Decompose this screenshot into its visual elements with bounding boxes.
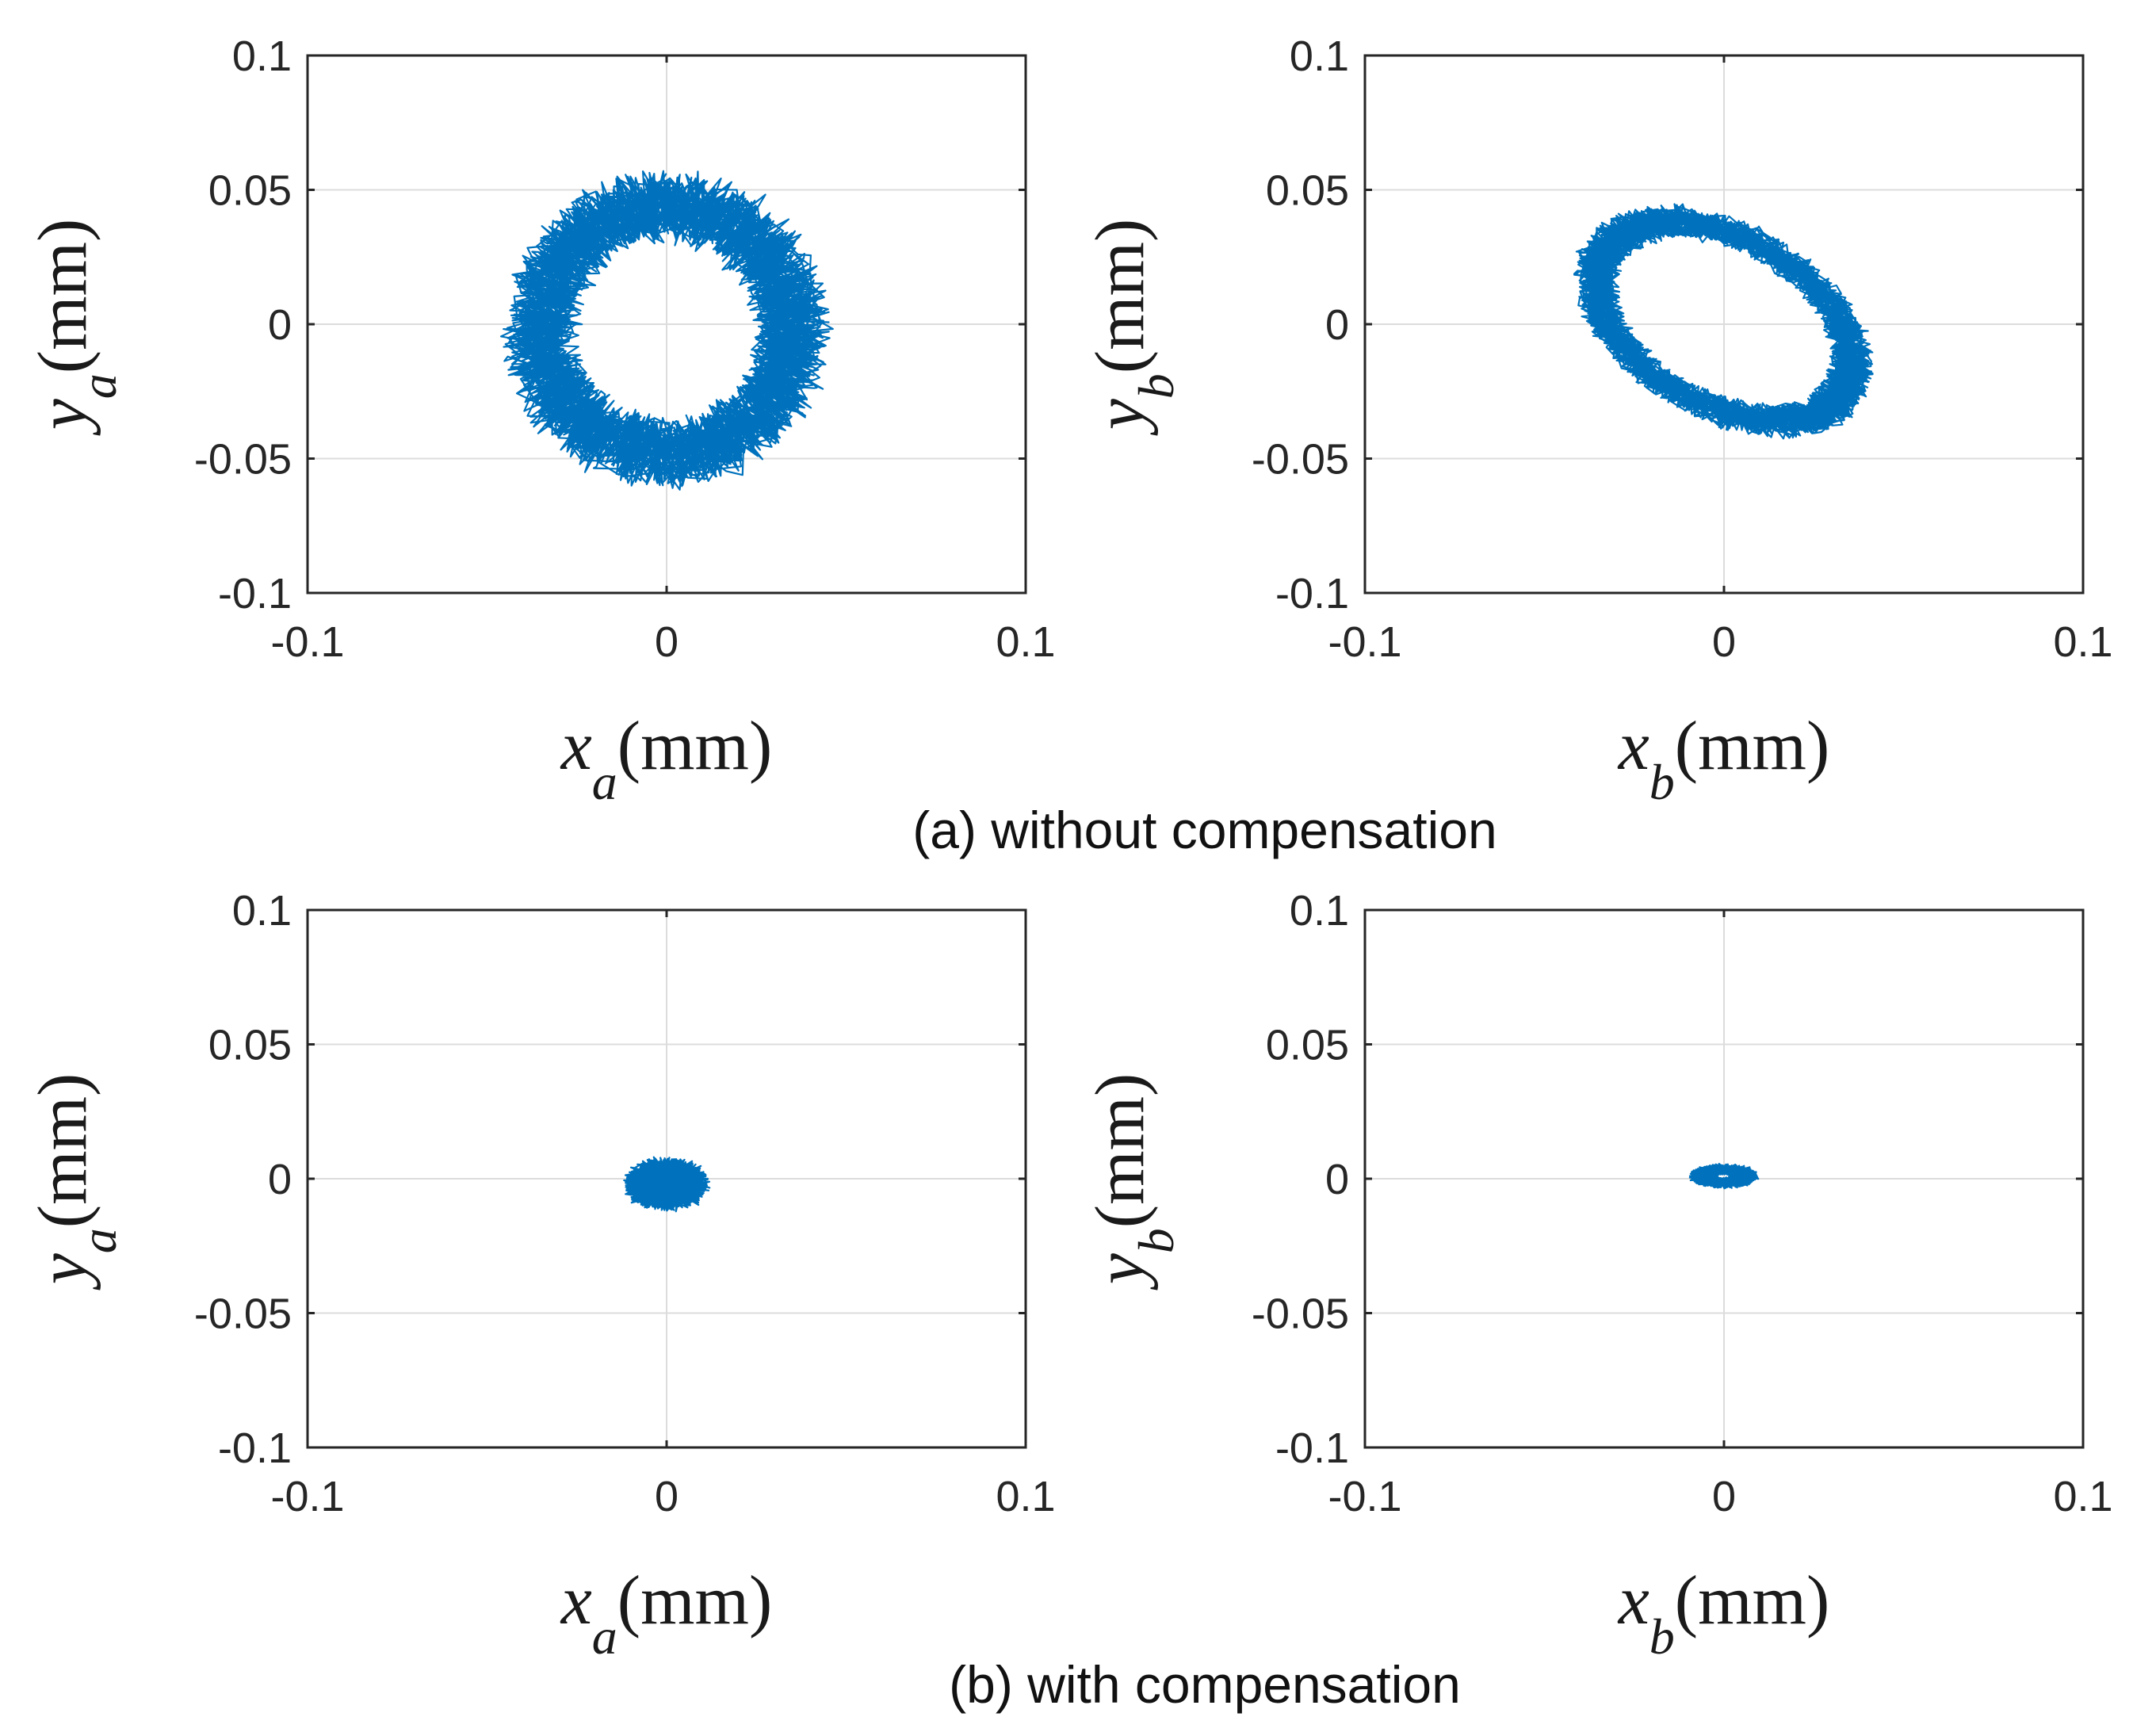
- x-axis-label: xb(mm): [1617, 1562, 1830, 1665]
- y-tick-label: 0.1: [232, 33, 292, 80]
- x-tick-label: 0.1: [2053, 618, 2112, 666]
- y-axis-label: ya(mm): [25, 1073, 127, 1291]
- caption-b: (b) with compensation: [949, 1655, 1461, 1714]
- x-tick-label: 0: [655, 618, 679, 666]
- y-tick-label: 0: [268, 301, 292, 349]
- x-tick-label: 0.1: [996, 1473, 1055, 1520]
- tick-labels: -0.1 0 0.1 -0.1 -0.05 0 0.05 0.1: [194, 33, 1056, 666]
- grid-lines: [307, 55, 1026, 594]
- y-tick-label: 0.05: [208, 1022, 292, 1069]
- orbit-series-line: [623, 1156, 711, 1213]
- y-tick-label: -0.1: [1275, 1424, 1349, 1472]
- x-axis-sub: b: [1649, 754, 1675, 810]
- x-axis-unit: (mm): [617, 708, 773, 785]
- y-tick-label: 0.1: [232, 887, 292, 935]
- y-axis-label: yb(mm): [1082, 1073, 1184, 1291]
- x-axis-unit: (mm): [1675, 1562, 1830, 1639]
- caption-a: (a) without compensation: [912, 801, 1497, 859]
- y-axis-unit: (mm): [1082, 219, 1159, 374]
- y-tick-label: 0: [1325, 1156, 1349, 1203]
- orbit-series-line: [1688, 1163, 1760, 1190]
- y-tick-label: -0.05: [194, 1291, 292, 1338]
- orbit-trace: [623, 1156, 711, 1213]
- y-tick-label: 0.1: [1290, 33, 1349, 80]
- x-axis-unit: (mm): [617, 1562, 773, 1639]
- y-axis-sub: a: [71, 1228, 127, 1253]
- y-tick-label: -0.1: [1275, 570, 1349, 618]
- y-axis-label: ya(mm): [25, 219, 127, 437]
- x-axis-sub: a: [592, 754, 617, 810]
- tick-labels: -0.1 0 0.1 -0.1 -0.05 0 0.05 0.1: [1252, 887, 2113, 1520]
- x-axis-var: x: [560, 708, 592, 785]
- x-axis-var: x: [560, 1562, 592, 1639]
- y-tick-label: 0.05: [1266, 1022, 1349, 1069]
- x-axis-label: xb(mm): [1617, 708, 1830, 810]
- y-axis-var: y: [1082, 1252, 1159, 1291]
- orbit-trace: [1573, 203, 1874, 440]
- y-axis-label: yb(mm): [1082, 219, 1184, 437]
- orbit-series-line: [500, 170, 834, 491]
- x-axis-sub: b: [1649, 1608, 1675, 1665]
- y-axis-sub: b: [1128, 1228, 1184, 1253]
- y-axis-unit: (mm): [25, 219, 101, 374]
- x-tick-label: 0: [1712, 1473, 1736, 1520]
- y-axis-unit: (mm): [25, 1073, 101, 1229]
- orbit-trace: [1688, 1163, 1760, 1190]
- y-axis-sub: a: [71, 373, 127, 399]
- y-tick-label: 0.05: [1266, 167, 1349, 215]
- x-axis-unit: (mm): [1675, 708, 1830, 785]
- x-tick-label: 0: [655, 1473, 679, 1520]
- y-axis-var: y: [25, 1252, 101, 1291]
- x-tick-label: -0.1: [1328, 618, 1401, 666]
- x-tick-label: 0.1: [996, 618, 1055, 666]
- x-tick-label: 0.1: [2053, 1473, 2112, 1520]
- y-axis-var: y: [1082, 398, 1159, 436]
- x-tick-label: -0.1: [270, 1473, 344, 1520]
- y-tick-label: -0.05: [194, 436, 292, 484]
- y-tick-label: -0.1: [218, 570, 292, 618]
- x-axis-label: xa(mm): [560, 1562, 773, 1665]
- y-tick-label: -0.05: [1252, 436, 1349, 484]
- orbit-series-line: [1573, 203, 1874, 440]
- grid-lines: [1364, 55, 2084, 594]
- y-tick-label: 0.1: [1290, 887, 1349, 935]
- x-tick-label: -0.1: [1328, 1473, 1401, 1520]
- x-axis-label: xa(mm): [560, 708, 773, 810]
- tick-labels: -0.1 0 0.1 -0.1 -0.05 0 0.05 0.1: [194, 887, 1056, 1520]
- orbit-trace: [500, 170, 834, 491]
- y-tick-label: -0.05: [1252, 1291, 1349, 1338]
- tick-labels: -0.1 0 0.1 -0.1 -0.05 0 0.05 0.1: [1252, 33, 2113, 666]
- y-tick-label: -0.1: [218, 1424, 292, 1472]
- x-tick-label: -0.1: [270, 618, 344, 666]
- x-axis-var: x: [1617, 1562, 1649, 1639]
- x-tick-label: 0: [1712, 618, 1736, 666]
- y-tick-label: 0: [268, 1156, 292, 1203]
- x-axis-var: x: [1617, 708, 1649, 785]
- y-tick-label: 0: [1325, 301, 1349, 349]
- y-axis-var: y: [25, 398, 101, 436]
- x-axis-sub: a: [592, 1608, 617, 1665]
- y-axis-unit: (mm): [1082, 1073, 1159, 1229]
- y-axis-sub: b: [1128, 373, 1184, 399]
- y-tick-label: 0.05: [208, 167, 292, 215]
